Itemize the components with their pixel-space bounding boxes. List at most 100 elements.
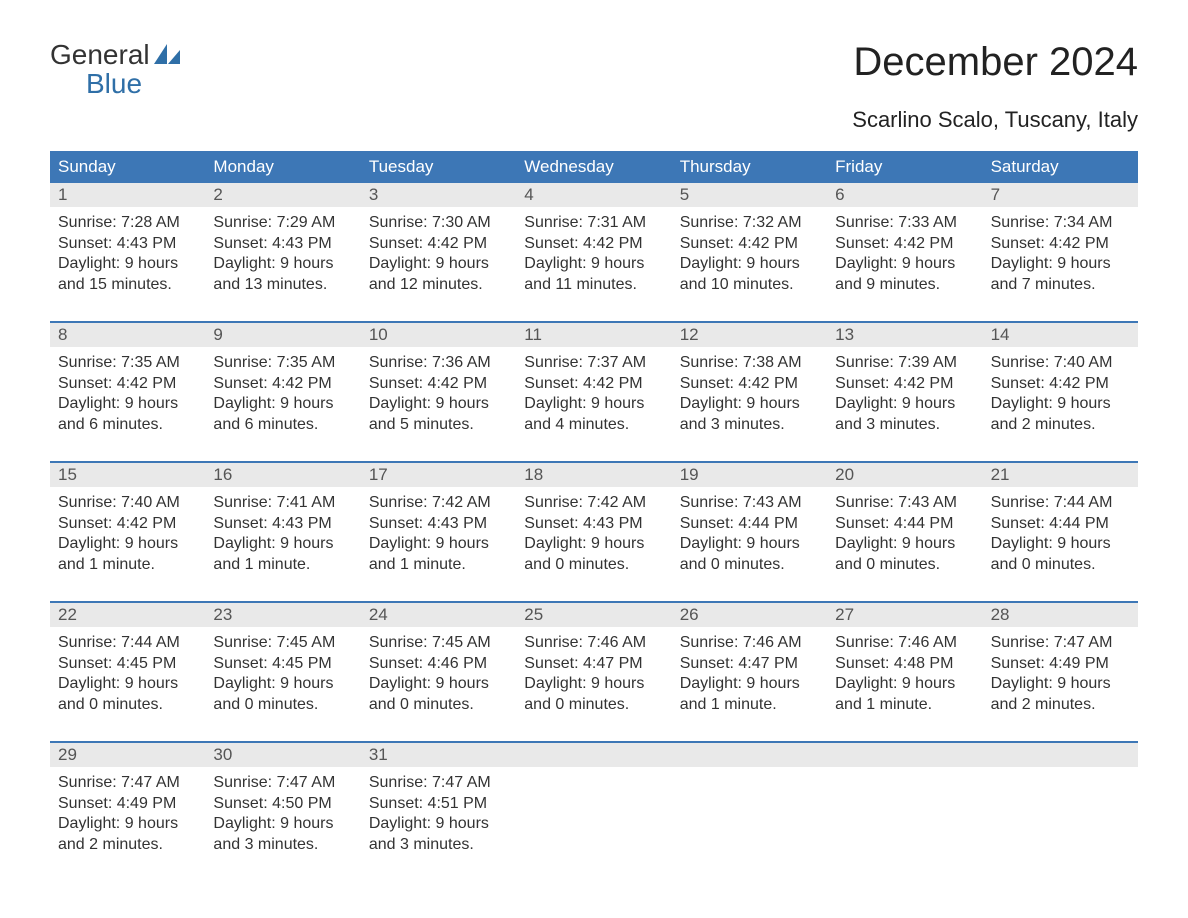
dayhead-row: SundayMondayTuesdayWednesdayThursdayFrid…: [50, 151, 1138, 183]
calendar: SundayMondayTuesdayWednesdayThursdayFrid…: [50, 151, 1138, 857]
day-d1: Daylight: 9 hours: [58, 674, 197, 695]
day-d1: Daylight: 9 hours: [524, 534, 663, 555]
day-cell: Sunrise: 7:28 AMSunset: 4:43 PMDaylight:…: [50, 207, 205, 297]
day-d2: and 0 minutes.: [213, 695, 352, 716]
day-sunrise: Sunrise: 7:37 AM: [524, 353, 663, 374]
day-d1: Daylight: 9 hours: [58, 254, 197, 275]
day-d1: Daylight: 9 hours: [835, 254, 974, 275]
day-sunrise: Sunrise: 7:39 AM: [835, 353, 974, 374]
day-cell: Sunrise: 7:47 AMSunset: 4:50 PMDaylight:…: [205, 767, 360, 857]
day-sunrise: Sunrise: 7:40 AM: [991, 353, 1130, 374]
day-sunset: Sunset: 4:42 PM: [58, 514, 197, 535]
day-d2: and 1 minute.: [369, 555, 508, 576]
day-sunset: Sunset: 4:47 PM: [524, 654, 663, 675]
dayhead-cell: Thursday: [672, 151, 827, 183]
day-d2: and 2 minutes.: [991, 415, 1130, 436]
day-d2: and 0 minutes.: [524, 695, 663, 716]
day-d2: and 7 minutes.: [991, 275, 1130, 296]
day-number: [983, 743, 1138, 767]
day-d1: Daylight: 9 hours: [991, 534, 1130, 555]
week-row: 891011121314Sunrise: 7:35 AMSunset: 4:42…: [50, 321, 1138, 437]
day-cell: Sunrise: 7:46 AMSunset: 4:48 PMDaylight:…: [827, 627, 982, 717]
day-cell: Sunrise: 7:42 AMSunset: 4:43 PMDaylight:…: [516, 487, 671, 577]
day-sunrise: Sunrise: 7:32 AM: [680, 213, 819, 234]
day-sunset: Sunset: 4:49 PM: [991, 654, 1130, 675]
day-sunrise: Sunrise: 7:47 AM: [991, 633, 1130, 654]
day-d2: and 0 minutes.: [991, 555, 1130, 576]
day-cell: [827, 767, 982, 857]
day-number: 1: [50, 183, 205, 207]
logo-sail-icon: [154, 40, 180, 69]
daynum-row: 22232425262728: [50, 603, 1138, 627]
day-number: 18: [516, 463, 671, 487]
day-sunset: Sunset: 4:42 PM: [58, 374, 197, 395]
day-d1: Daylight: 9 hours: [991, 254, 1130, 275]
logo-line2: Blue: [50, 69, 180, 98]
day-d1: Daylight: 9 hours: [213, 394, 352, 415]
day-d2: and 0 minutes.: [680, 555, 819, 576]
day-d1: Daylight: 9 hours: [680, 394, 819, 415]
day-cell: Sunrise: 7:47 AMSunset: 4:51 PMDaylight:…: [361, 767, 516, 857]
day-d2: and 5 minutes.: [369, 415, 508, 436]
day-number: 25: [516, 603, 671, 627]
day-number: 20: [827, 463, 982, 487]
day-cell: Sunrise: 7:37 AMSunset: 4:42 PMDaylight:…: [516, 347, 671, 437]
day-sunset: Sunset: 4:45 PM: [213, 654, 352, 675]
day-sunrise: Sunrise: 7:35 AM: [58, 353, 197, 374]
day-d2: and 10 minutes.: [680, 275, 819, 296]
week-row: 293031Sunrise: 7:47 AMSunset: 4:49 PMDay…: [50, 741, 1138, 857]
day-sunset: Sunset: 4:42 PM: [680, 374, 819, 395]
day-d1: Daylight: 9 hours: [213, 254, 352, 275]
day-d2: and 9 minutes.: [835, 275, 974, 296]
day-number: 6: [827, 183, 982, 207]
day-cell: Sunrise: 7:32 AMSunset: 4:42 PMDaylight:…: [672, 207, 827, 297]
day-number: 28: [983, 603, 1138, 627]
day-number: 23: [205, 603, 360, 627]
day-sunset: Sunset: 4:42 PM: [369, 234, 508, 255]
daynum-row: 293031: [50, 743, 1138, 767]
day-cell: Sunrise: 7:35 AMSunset: 4:42 PMDaylight:…: [205, 347, 360, 437]
day-sunset: Sunset: 4:42 PM: [369, 374, 508, 395]
day-sunrise: Sunrise: 7:34 AM: [991, 213, 1130, 234]
day-sunrise: Sunrise: 7:46 AM: [680, 633, 819, 654]
day-sunrise: Sunrise: 7:43 AM: [680, 493, 819, 514]
day-cell: Sunrise: 7:43 AMSunset: 4:44 PMDaylight:…: [827, 487, 982, 577]
day-cell: Sunrise: 7:36 AMSunset: 4:42 PMDaylight:…: [361, 347, 516, 437]
day-d2: and 15 minutes.: [58, 275, 197, 296]
day-d2: and 6 minutes.: [58, 415, 197, 436]
day-cell: Sunrise: 7:46 AMSunset: 4:47 PMDaylight:…: [516, 627, 671, 717]
day-sunset: Sunset: 4:44 PM: [835, 514, 974, 535]
day-d1: Daylight: 9 hours: [58, 534, 197, 555]
day-cell: Sunrise: 7:35 AMSunset: 4:42 PMDaylight:…: [50, 347, 205, 437]
day-d1: Daylight: 9 hours: [369, 254, 508, 275]
day-sunrise: Sunrise: 7:28 AM: [58, 213, 197, 234]
day-cell: Sunrise: 7:45 AMSunset: 4:46 PMDaylight:…: [361, 627, 516, 717]
daynum-row: 15161718192021: [50, 463, 1138, 487]
header-row: General Blue December 2024: [50, 40, 1138, 99]
day-sunset: Sunset: 4:48 PM: [835, 654, 974, 675]
day-cell: Sunrise: 7:46 AMSunset: 4:47 PMDaylight:…: [672, 627, 827, 717]
day-number: 29: [50, 743, 205, 767]
day-d1: Daylight: 9 hours: [835, 674, 974, 695]
day-sunset: Sunset: 4:42 PM: [524, 234, 663, 255]
day-sunset: Sunset: 4:42 PM: [835, 374, 974, 395]
day-d2: and 0 minutes.: [835, 555, 974, 576]
daynum-row: 1234567: [50, 183, 1138, 207]
day-cell: Sunrise: 7:31 AMSunset: 4:42 PMDaylight:…: [516, 207, 671, 297]
day-sunset: Sunset: 4:43 PM: [524, 514, 663, 535]
day-sunrise: Sunrise: 7:42 AM: [369, 493, 508, 514]
day-d2: and 12 minutes.: [369, 275, 508, 296]
dayhead-cell: Sunday: [50, 151, 205, 183]
day-number: 7: [983, 183, 1138, 207]
day-sunset: Sunset: 4:51 PM: [369, 794, 508, 815]
day-d2: and 1 minute.: [835, 695, 974, 716]
day-cell: Sunrise: 7:44 AMSunset: 4:45 PMDaylight:…: [50, 627, 205, 717]
day-number: 9: [205, 323, 360, 347]
day-d2: and 3 minutes.: [213, 835, 352, 856]
day-number: 12: [672, 323, 827, 347]
day-d1: Daylight: 9 hours: [835, 534, 974, 555]
day-sunrise: Sunrise: 7:36 AM: [369, 353, 508, 374]
day-number: 10: [361, 323, 516, 347]
day-sunrise: Sunrise: 7:44 AM: [58, 633, 197, 654]
day-sunset: Sunset: 4:43 PM: [213, 234, 352, 255]
